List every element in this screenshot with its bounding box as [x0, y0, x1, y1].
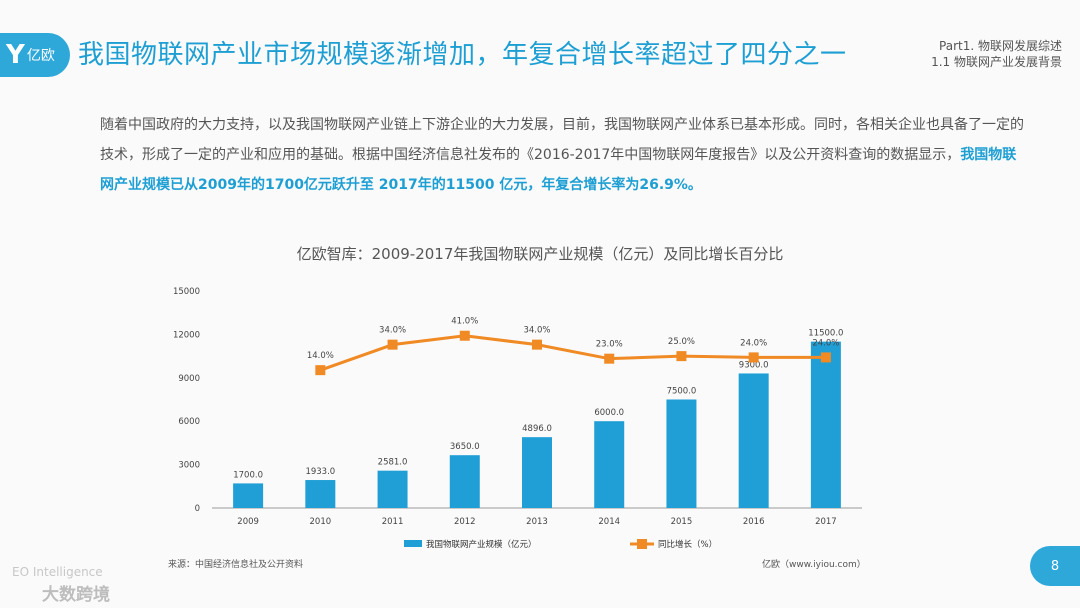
legend-swatch-marker: [637, 539, 647, 549]
x-tick-label: 2012: [454, 517, 476, 527]
bar: [449, 455, 480, 508]
growth-value-label: 34.0%: [379, 326, 406, 336]
y-tick-label: 9000: [178, 374, 200, 384]
growth-value-label: 24.0%: [740, 338, 767, 348]
growth-value-label: 24.0%: [812, 338, 839, 348]
logo-text: 亿欧: [26, 48, 55, 64]
bar: [666, 399, 697, 508]
growth-line: [319, 334, 826, 372]
growth-marker: [676, 351, 687, 362]
legend-label-line: 同比增长（%）: [658, 539, 717, 550]
x-tick-label: 2009: [237, 517, 259, 527]
x-tick-label: 2015: [671, 517, 693, 527]
y-tick-label: 3000: [178, 461, 200, 471]
section-subtitle: 1.1 物联网产业发展背景: [931, 55, 1062, 69]
y-tick-label: 6000: [178, 417, 200, 427]
site-credit: 亿欧（www.iyiou.com）: [762, 560, 866, 570]
growth-marker: [604, 353, 615, 364]
x-tick-label: 2010: [310, 517, 332, 527]
intro-text: 随着中国政府的大力支持，以及我国物联网产业链上下游企业的大力发展，目前，我国物联…: [100, 117, 1024, 163]
bar: [233, 483, 264, 508]
y-tick-label: 15000: [173, 287, 200, 297]
bar-value-label: 9300.0: [739, 360, 769, 370]
intro-paragraph: 随着中国政府的大力支持，以及我国物联网产业链上下游企业的大力发展，目前，我国物联…: [100, 110, 1030, 200]
page-title: 我国物联网产业市场规模逐渐增加，年复合增长率超过了四分之一: [78, 40, 847, 70]
growth-value-label: 25.0%: [668, 337, 695, 347]
bar: [810, 341, 841, 508]
part-label: Part1. 物联网发展综述: [939, 39, 1062, 53]
watermark-en: EO Intelligence: [12, 565, 103, 579]
section-label: Part1. 物联网发展综述 1.1 物联网产业发展背景: [931, 38, 1062, 70]
growth-value-label: 34.0%: [523, 326, 550, 336]
bar-value-label: 6000.0: [594, 408, 624, 418]
y-tick-label: 0: [195, 504, 200, 514]
x-tick-label: 2011: [382, 517, 404, 527]
x-tick-label: 2014: [598, 517, 620, 527]
growth-marker: [532, 339, 542, 350]
growth-marker: [315, 365, 326, 376]
source-note: 来源：中国经济信息社及公开资料: [168, 560, 304, 570]
chart-title: 亿欧智库：2009-2017年我国物联网产业规模（亿元）及同比增长百分比: [296, 245, 784, 263]
x-tick-label: 2013: [526, 517, 548, 527]
bar: [738, 373, 769, 508]
bar-value-label: 2581.0: [378, 458, 408, 468]
x-tick-label: 2017: [815, 517, 837, 527]
bar: [305, 480, 336, 508]
legend-swatch-bar: [404, 540, 422, 547]
page-number: 8: [1030, 546, 1080, 586]
watermark-cn: 大数跨境: [42, 585, 110, 605]
y-tick-label: 12000: [173, 330, 200, 340]
legend-label-bar: 我国物联网产业规模（亿元）: [426, 539, 537, 550]
growth-marker: [459, 330, 470, 341]
bar-value-label: 11500.0: [808, 329, 843, 339]
logo-badge: Y 亿欧: [0, 33, 70, 77]
x-tick-label: 2016: [743, 517, 765, 527]
bar-value-label: 4896.0: [522, 424, 552, 434]
bar: [594, 421, 625, 508]
bar-value-label: 7500.0: [667, 387, 697, 397]
intro-highlight: 我国物联网产业规模已从2009年的1700亿元跃升至 2017年的11500 亿…: [100, 147, 1017, 193]
growth-value-label: 14.0%: [307, 351, 334, 361]
bar-value-label: 1700.0: [233, 470, 263, 480]
growth-value-label: 23.0%: [596, 340, 623, 350]
bar-value-label: 1933.0: [305, 467, 335, 477]
bar: [377, 470, 408, 508]
growth-marker: [748, 352, 759, 363]
growth-marker: [820, 352, 831, 363]
growth-value-label: 41.0%: [451, 317, 478, 327]
bar: [522, 437, 552, 508]
growth-marker: [387, 339, 398, 350]
bar-value-label: 3650.0: [450, 442, 480, 452]
logo-mark: Y: [6, 40, 25, 70]
